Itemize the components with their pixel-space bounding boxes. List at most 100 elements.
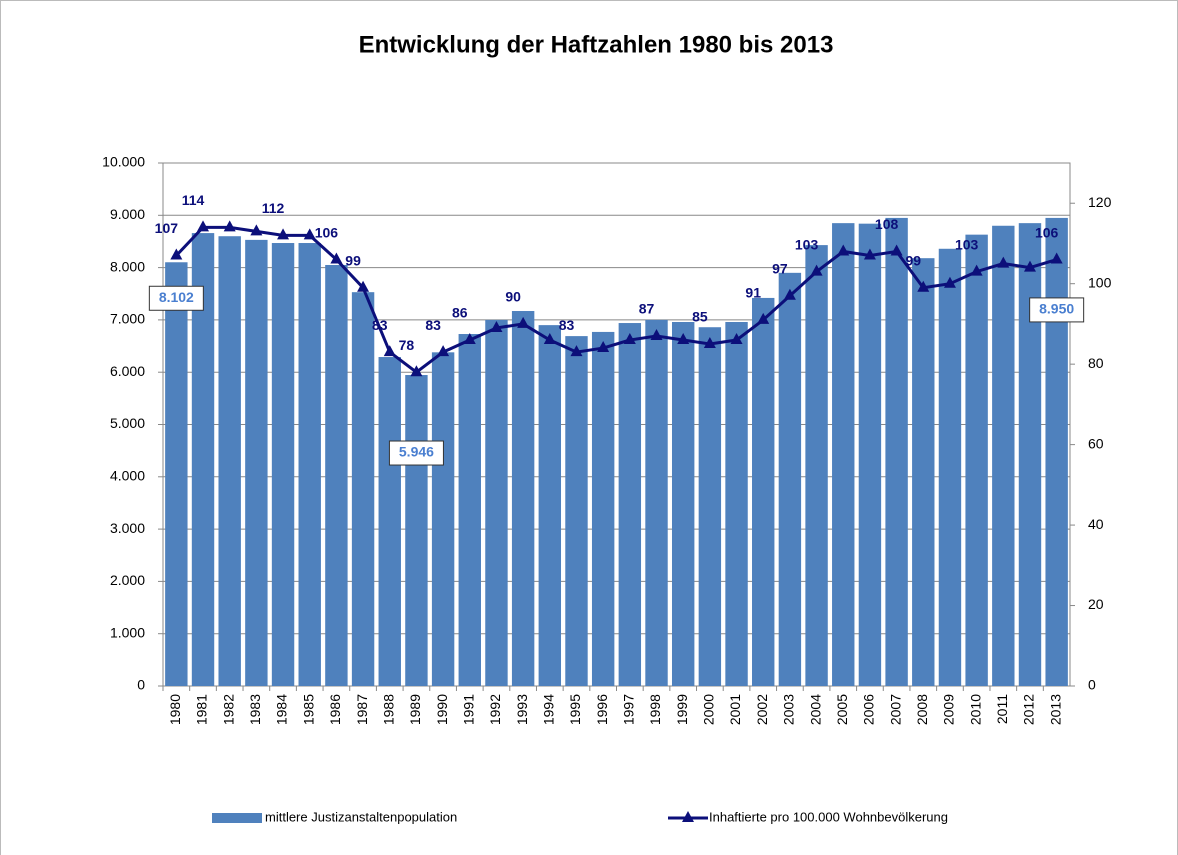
line-marker: [863, 248, 876, 260]
x-tick-label: 2004: [807, 694, 823, 725]
y2-tick-label: 80: [1088, 355, 1104, 371]
line-marker: [437, 345, 450, 357]
x-tick-label: 1996: [594, 694, 610, 725]
line-marker: [170, 248, 183, 260]
bar: [405, 375, 428, 686]
x-tick-label: 1992: [487, 694, 503, 725]
bar: [698, 327, 722, 686]
bar: [245, 239, 268, 687]
data-label: 87: [639, 301, 655, 317]
y-tick-label: 9.000: [110, 206, 145, 222]
bar: [912, 258, 935, 686]
bar: [271, 243, 295, 687]
legend-marker: [682, 811, 694, 822]
line-marker: [917, 280, 930, 292]
line-marker: [330, 252, 343, 264]
line-marker: [703, 337, 716, 349]
x-tick-label: 2001: [727, 694, 743, 725]
x-tick-label: 2003: [781, 694, 797, 725]
x-tick-label: 1984: [274, 694, 290, 725]
y2-tick-label: 60: [1088, 435, 1104, 451]
bar: [725, 321, 748, 686]
bar: [938, 248, 962, 686]
bar: [458, 334, 481, 686]
y-tick-label: 2.000: [110, 572, 145, 588]
bar: [752, 297, 775, 686]
data-label: 106: [315, 224, 339, 240]
line-marker: [757, 312, 770, 324]
x-tick-label: 1995: [567, 694, 583, 725]
y-tick-label: 0: [137, 677, 145, 693]
y2-tick-label: 120: [1088, 194, 1112, 210]
bar: [671, 321, 695, 686]
x-tick-label: 1997: [621, 694, 637, 725]
data-label: 108: [875, 216, 899, 232]
x-tick-label: 1980: [167, 694, 183, 725]
x-tick-label: 2005: [834, 694, 850, 725]
bar: [378, 357, 401, 686]
x-tick-label: 2007: [887, 694, 903, 725]
x-tick-label: 1981: [194, 694, 210, 725]
data-label: 83: [372, 317, 388, 333]
data-label: 8.950: [1039, 301, 1074, 317]
bar: [165, 262, 188, 686]
data-label: 99: [905, 252, 921, 268]
x-tick-label: 2012: [1021, 694, 1037, 725]
x-tick-label: 1982: [220, 694, 236, 725]
line-marker: [810, 264, 823, 276]
legend-swatch: [212, 813, 262, 823]
y2-tick-label: 0: [1088, 677, 1096, 693]
y-tick-label: 10.000: [102, 154, 145, 170]
line-marker: [277, 228, 290, 240]
line-marker: [570, 345, 583, 357]
bar: [511, 311, 535, 686]
data-label: 83: [559, 317, 575, 333]
x-tick-label: 1985: [300, 694, 316, 725]
legend-label: mittlere Justizanstaltenpopulation: [265, 809, 457, 824]
y-tick-label: 1.000: [110, 624, 145, 640]
x-tick-label: 2011: [994, 694, 1010, 724]
x-tick-label: 2010: [967, 694, 983, 725]
bar: [538, 325, 562, 686]
data-label: 114: [182, 192, 205, 208]
line-marker: [1023, 260, 1036, 272]
x-tick-label: 2000: [701, 694, 717, 725]
bar: [618, 323, 642, 686]
bar: [645, 319, 668, 686]
data-label: 106: [1035, 224, 1059, 240]
x-tick-label: 2013: [1047, 694, 1063, 725]
bar: [565, 336, 588, 686]
line-marker: [730, 333, 743, 345]
line-marker: [970, 264, 983, 276]
x-tick-label: 1999: [674, 694, 690, 725]
line: [175, 225, 1058, 375]
x-tick-label: 1986: [327, 694, 343, 725]
y-tick-label: 6.000: [110, 363, 145, 379]
data-label: 8.102: [159, 289, 194, 305]
bar: [485, 319, 508, 686]
line-marker: [943, 276, 956, 288]
data-label: 86: [452, 305, 468, 321]
bar: [992, 225, 1015, 686]
y2-tick-label: 20: [1088, 596, 1104, 612]
x-tick-label: 1983: [247, 694, 263, 725]
chart-title: Entwicklung der Haftzahlen 1980 bis 2013: [359, 31, 834, 58]
data-label: 85: [692, 309, 708, 325]
x-tick-label: 1988: [380, 694, 396, 725]
data-label: 107: [155, 220, 179, 236]
x-tick-label: 2009: [941, 694, 957, 725]
bar: [298, 243, 321, 687]
line-marker: [677, 333, 690, 345]
bar: [1018, 223, 1042, 686]
data-label: 78: [399, 337, 415, 353]
bar: [591, 331, 615, 686]
data-label: 97: [772, 260, 788, 276]
bar: [778, 272, 802, 686]
line-marker: [517, 316, 530, 328]
data-label: 91: [745, 285, 761, 301]
line-marker: [250, 224, 263, 236]
x-tick-label: 2008: [914, 694, 930, 725]
x-tick-label: 1991: [460, 694, 476, 725]
data-label: 83: [425, 317, 441, 333]
line-marker: [383, 345, 396, 357]
